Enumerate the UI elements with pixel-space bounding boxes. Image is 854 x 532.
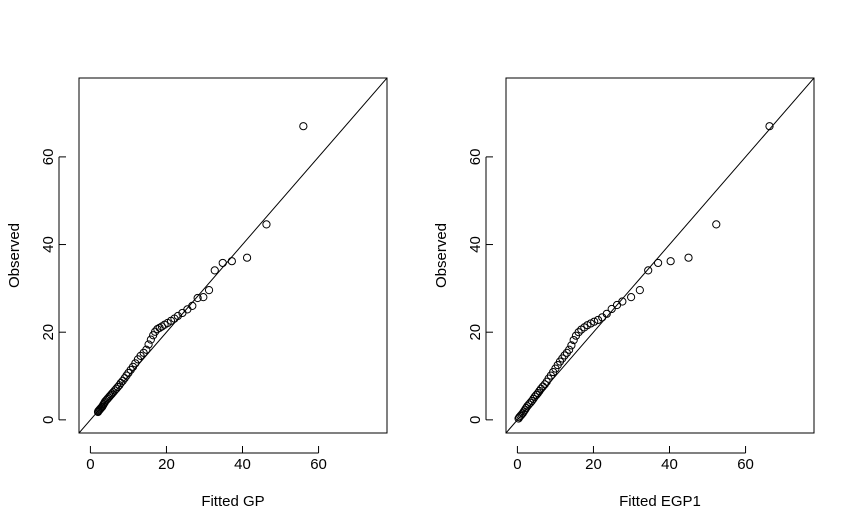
data-point (666, 257, 675, 266)
data-point (153, 325, 162, 334)
reference-line (79, 78, 387, 433)
plot-frame (505, 77, 815, 434)
data-point (590, 317, 599, 326)
x-tick-label: 0 (86, 456, 94, 473)
data-point (765, 122, 774, 131)
y-tick-label: 20 (40, 324, 57, 341)
x-tick-label: 60 (737, 456, 754, 473)
data-point (146, 335, 155, 344)
data-point (653, 258, 663, 268)
data-point (204, 286, 214, 295)
data-point (567, 341, 576, 350)
data-point (607, 304, 616, 314)
data-point (199, 293, 208, 302)
data-point (142, 345, 151, 354)
data-point (144, 340, 153, 349)
y-tick-label: 0 (467, 416, 484, 424)
data-point (627, 293, 636, 302)
data-point (684, 253, 693, 262)
panel-fitted-gp: 0 20 40 60 0 20 40 60 Fitted GP Observed (6, 77, 388, 510)
data-point (565, 345, 574, 354)
x-tick-label: 40 (234, 456, 251, 473)
data-point (540, 380, 549, 389)
y-tick-label: 40 (467, 236, 484, 253)
data-point (635, 286, 644, 295)
panel-fitted-egp1: 0 20 40 60 0 20 40 60 Fitted EGP1 Observed (433, 77, 815, 510)
x-tick-label: 40 (661, 456, 678, 473)
data-point (122, 371, 131, 380)
data-point (210, 266, 219, 275)
y-tick-label: 60 (40, 149, 57, 166)
data-point (136, 351, 145, 360)
data-point (602, 309, 611, 318)
data-point (120, 374, 129, 383)
x-tick-label: 60 (310, 456, 327, 473)
data-point (188, 301, 197, 311)
data-point (618, 297, 627, 306)
data-point (262, 220, 271, 229)
x-axis-title: Fitted GP (201, 493, 264, 510)
data-point (193, 293, 202, 303)
y-axis-title: Observed (433, 223, 450, 288)
x-tick-label: 20 (585, 456, 602, 473)
data-point (533, 389, 543, 398)
y-tick-label: 0 (40, 416, 57, 424)
data-point (118, 376, 127, 385)
y-tick-label: 40 (40, 236, 57, 253)
data-point (242, 253, 252, 262)
y-tick-label: 20 (467, 324, 484, 341)
y-axis-title: Observed (6, 223, 23, 288)
data-point (574, 328, 583, 337)
data-point (569, 335, 578, 345)
data-point (712, 220, 721, 229)
data-point (299, 122, 308, 131)
data-point (527, 396, 536, 406)
x-tick-label: 0 (513, 456, 521, 473)
plot-frame (78, 77, 388, 434)
x-axis-title: Fitted EGP1 (619, 493, 701, 510)
data-point (593, 315, 603, 325)
x-tick-label: 20 (158, 456, 175, 473)
y-tick-label: 60 (467, 149, 484, 166)
data-point (560, 351, 569, 360)
data-point (644, 266, 653, 275)
reference-line (506, 78, 814, 433)
data-point (227, 257, 236, 266)
data-point (218, 258, 227, 268)
data-point (183, 305, 192, 314)
